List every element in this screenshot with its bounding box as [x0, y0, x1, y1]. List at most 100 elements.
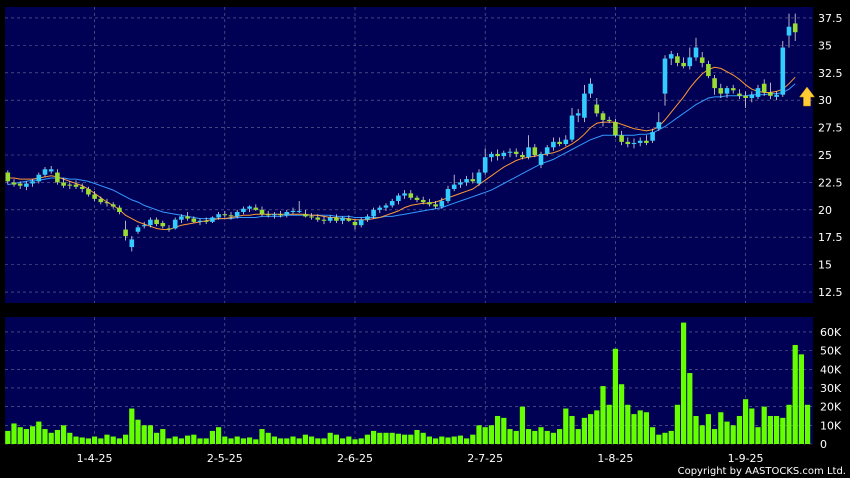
candle-body	[408, 193, 414, 198]
volume-bar	[433, 438, 439, 444]
date-tick-label: 2-6-25	[337, 452, 373, 465]
candle-body	[129, 239, 135, 248]
volume-bar	[588, 414, 594, 444]
volume-bar	[129, 408, 135, 444]
price-tick-label: 27.5	[818, 122, 843, 135]
candle-body	[55, 172, 60, 183]
candle-body	[247, 206, 252, 209]
candle-body	[768, 92, 773, 96]
volume-bar	[693, 415, 699, 444]
volume-bar	[643, 412, 649, 444]
volume-bar	[389, 432, 395, 444]
candle-body	[92, 194, 97, 199]
volume-bar	[116, 438, 122, 444]
candle-body	[743, 95, 748, 98]
volume-bar	[668, 430, 674, 444]
candle-body	[631, 142, 637, 145]
candle-body	[445, 188, 451, 202]
candle-body	[712, 78, 717, 89]
candle-body	[234, 212, 240, 217]
volume-bar	[439, 436, 445, 444]
candle-body	[160, 222, 166, 227]
candle-body	[396, 195, 401, 202]
volume-bar	[637, 410, 643, 444]
candle-body	[557, 141, 562, 145]
volume-bar	[178, 438, 184, 444]
candle-body	[179, 216, 184, 220]
volume-bar	[30, 426, 36, 444]
candle-body	[17, 183, 23, 186]
volume-bar	[358, 438, 364, 444]
price-tick-label: 12.5	[818, 286, 843, 299]
volume-bar	[203, 438, 209, 444]
volume-tick-label: 60K	[820, 326, 842, 339]
volume-bar	[470, 434, 476, 444]
volume-bar	[451, 436, 457, 444]
volume-bar	[575, 429, 581, 444]
candle-body	[5, 172, 11, 182]
candle-body	[507, 151, 513, 153]
volume-tick-label: 0	[820, 438, 827, 451]
candle-body	[30, 181, 35, 184]
candle-body	[526, 147, 531, 158]
volume-bar	[798, 354, 804, 444]
volume-bar	[17, 427, 23, 444]
candle-body	[458, 182, 463, 185]
volume-plot	[5, 322, 811, 444]
candle-body	[117, 207, 122, 213]
candle-body	[786, 26, 792, 36]
candle-body	[451, 184, 457, 189]
candle-body	[433, 204, 438, 207]
candle-body	[377, 207, 383, 210]
candle-body	[365, 216, 370, 220]
candle-body	[309, 216, 314, 218]
volume-bar	[259, 429, 265, 444]
volume-bar	[724, 421, 730, 444]
volume-bar	[48, 432, 54, 444]
candle-body	[191, 218, 197, 222]
candle-body	[693, 47, 699, 58]
candle-body	[625, 141, 631, 145]
date-tick-label: 1-4-25	[77, 452, 113, 465]
candle-body	[203, 220, 209, 222]
volume-bar	[532, 430, 538, 444]
volume-bar	[315, 438, 321, 444]
volume-bar	[222, 436, 228, 444]
volume-bar	[526, 429, 532, 444]
candle-body	[464, 179, 469, 183]
volume-bar	[495, 415, 501, 444]
volume-bar	[36, 421, 42, 444]
candle-body	[520, 155, 525, 158]
candle-body	[644, 140, 649, 143]
volume-bar	[414, 429, 420, 444]
volume-bar	[482, 427, 488, 444]
price-tick-label: 35	[818, 39, 832, 52]
candle-body	[98, 198, 104, 203]
candle-body	[358, 219, 364, 226]
volume-bar	[606, 404, 612, 444]
price-tick-label: 37.5	[818, 12, 843, 25]
volume-bar	[513, 430, 519, 444]
volume-bar	[290, 436, 296, 444]
volume-bar	[85, 438, 91, 444]
volume-bar	[600, 386, 606, 444]
candle-body	[427, 202, 432, 205]
candle-body	[724, 88, 730, 94]
volume-bar	[792, 345, 798, 444]
volume-tick-label: 20K	[820, 401, 842, 414]
volume-bar	[209, 430, 215, 444]
volume-bar	[749, 408, 755, 444]
volume-bar	[228, 438, 234, 444]
volume-bar	[755, 427, 761, 444]
candle-body	[346, 218, 352, 221]
volume-bar	[172, 436, 178, 444]
candle-body	[272, 214, 277, 216]
volume-bar	[296, 438, 302, 444]
candle-body	[420, 199, 426, 203]
volume-bar	[681, 322, 687, 444]
volume-bar	[761, 406, 767, 444]
volume-bar	[5, 430, 11, 444]
volume-bar	[538, 427, 544, 444]
volume-bar	[67, 432, 73, 444]
volume-bar	[408, 434, 414, 444]
